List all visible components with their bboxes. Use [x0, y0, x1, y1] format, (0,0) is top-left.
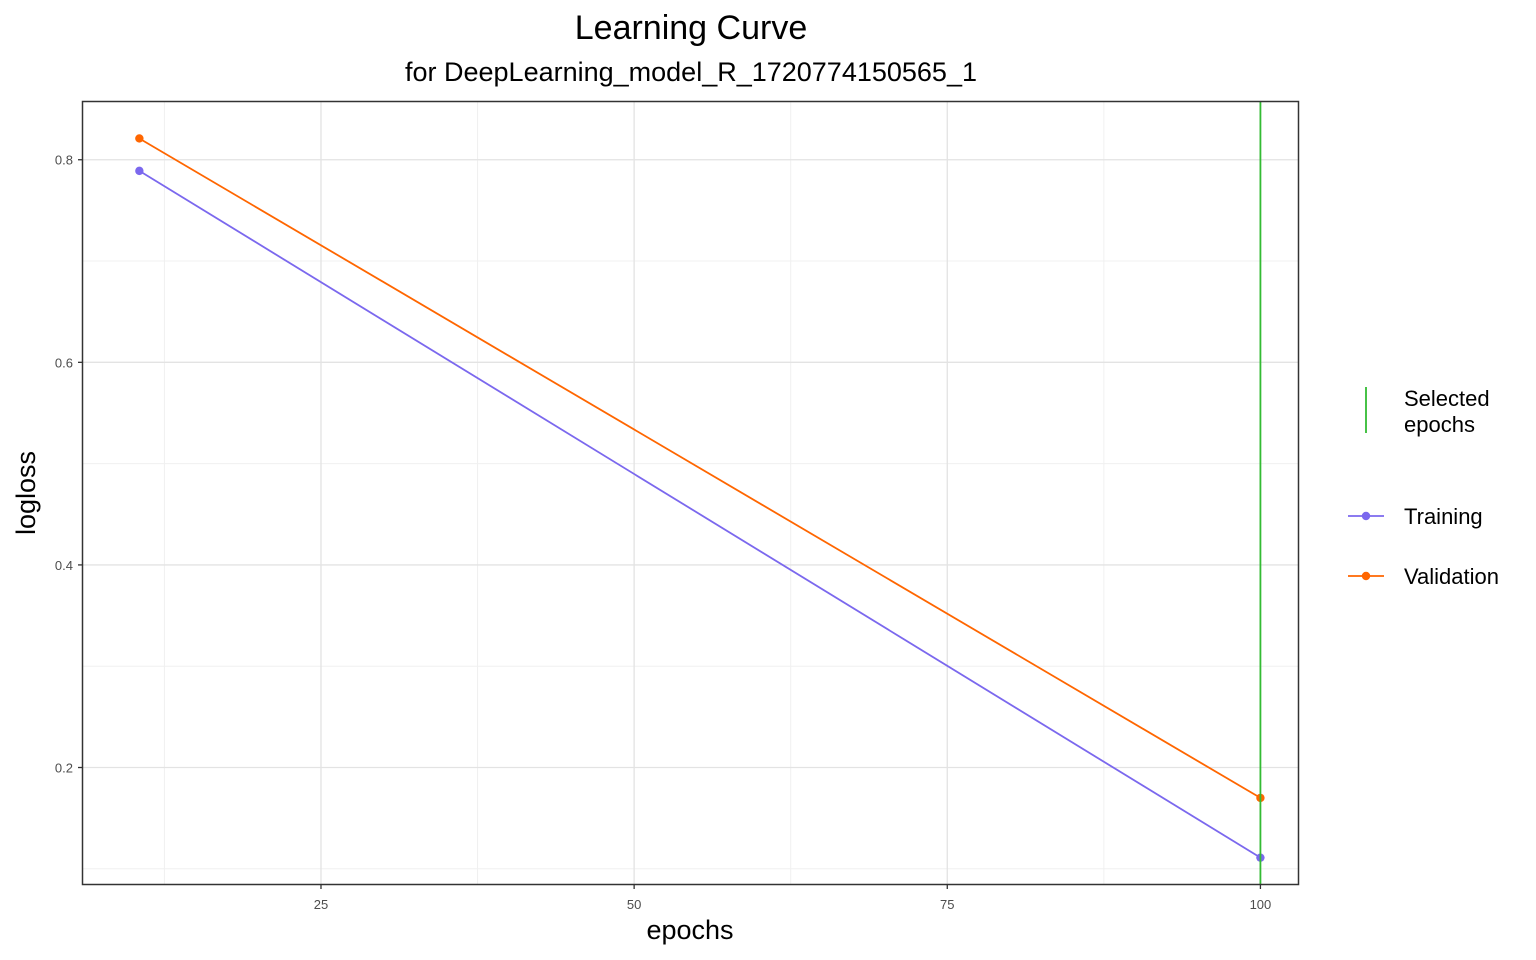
- x-axis-title: epochs: [646, 915, 733, 945]
- chart-subtitle: for DeepLearning_model_R_1720774150565_1: [405, 57, 977, 87]
- y-tick-label: 0.2: [55, 761, 73, 776]
- training-series-line: [138, 170, 1261, 859]
- x-tick-label: 75: [940, 897, 954, 912]
- legend-label-training: Training: [1404, 504, 1483, 529]
- axis-ticks: 25 50 75 100 0.2 0.4 0.6 0.8: [55, 153, 1271, 912]
- legend-label-line: epochs: [1404, 412, 1475, 437]
- legend-key-point-training: [1361, 511, 1371, 521]
- validation-point: [135, 134, 144, 143]
- x-tick-label: 100: [1250, 897, 1272, 912]
- legend-key-point-validation: [1361, 571, 1371, 581]
- y-tick-label: 0.8: [55, 153, 73, 168]
- plot-panel-border: [81, 100, 1300, 886]
- legend-label-line: Selected: [1404, 386, 1490, 411]
- x-tick-label: 50: [627, 897, 641, 912]
- minor-gridlines: [83, 102, 1298, 884]
- chart-title: Learning Curve: [575, 9, 807, 47]
- validation-series-line: [138, 137, 1261, 799]
- legend-label-validation: Validation: [1404, 564, 1499, 589]
- training-point: [135, 166, 144, 176]
- legend: Selected epochs Training Validation: [1348, 386, 1499, 589]
- y-axis-title: logloss: [11, 451, 41, 535]
- chart-marks: [135, 102, 1265, 884]
- legend-label-selected-epochs: Selected epochs: [1404, 386, 1490, 437]
- x-tick-label: 25: [314, 897, 328, 912]
- major-gridlines: [83, 102, 1298, 884]
- y-tick-label: 0.6: [55, 355, 73, 370]
- y-tick-label: 0.4: [55, 558, 73, 573]
